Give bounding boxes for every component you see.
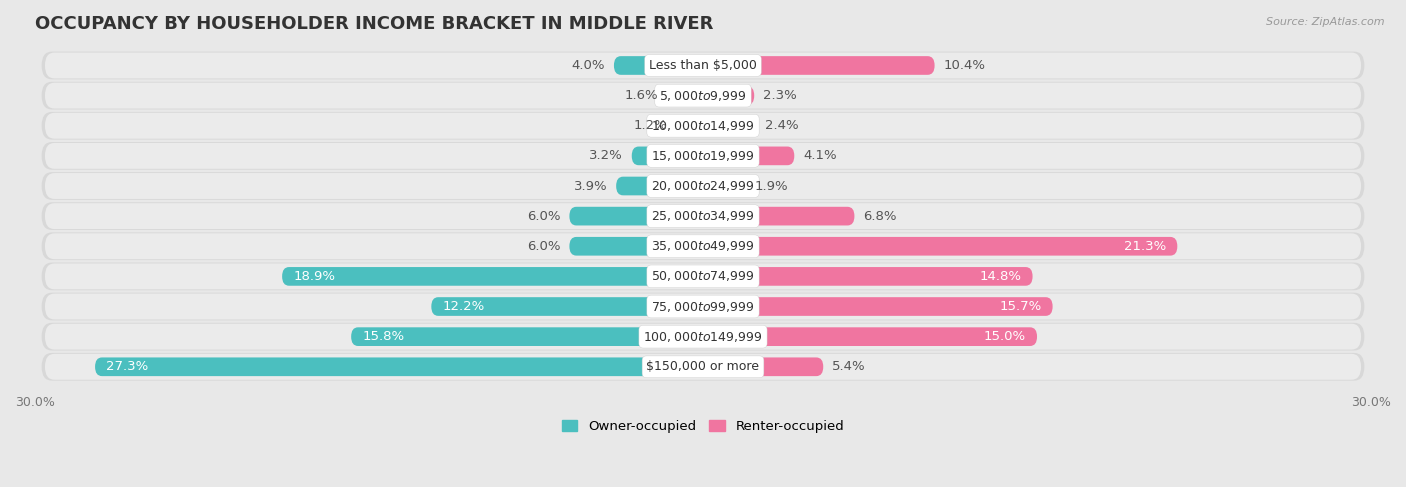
Text: 15.0%: 15.0% [984, 330, 1026, 343]
FancyBboxPatch shape [42, 262, 1364, 290]
Text: $35,000 to $49,999: $35,000 to $49,999 [651, 239, 755, 253]
Text: $100,000 to $149,999: $100,000 to $149,999 [644, 330, 762, 344]
FancyBboxPatch shape [283, 267, 703, 286]
FancyBboxPatch shape [352, 327, 703, 346]
FancyBboxPatch shape [703, 357, 824, 376]
FancyBboxPatch shape [703, 327, 1038, 346]
Legend: Owner-occupied, Renter-occupied: Owner-occupied, Renter-occupied [557, 414, 849, 438]
FancyBboxPatch shape [42, 52, 1364, 79]
Text: 10.4%: 10.4% [943, 59, 986, 72]
FancyBboxPatch shape [703, 86, 754, 105]
FancyBboxPatch shape [45, 173, 1361, 199]
FancyBboxPatch shape [614, 56, 703, 75]
Text: 27.3%: 27.3% [107, 360, 149, 373]
Text: 2.4%: 2.4% [765, 119, 799, 132]
Text: OCCUPANCY BY HOUSEHOLDER INCOME BRACKET IN MIDDLE RIVER: OCCUPANCY BY HOUSEHOLDER INCOME BRACKET … [35, 15, 713, 33]
Text: $10,000 to $14,999: $10,000 to $14,999 [651, 119, 755, 133]
Text: 6.8%: 6.8% [863, 209, 897, 223]
Text: $75,000 to $99,999: $75,000 to $99,999 [651, 300, 755, 314]
FancyBboxPatch shape [42, 323, 1364, 351]
Text: $25,000 to $34,999: $25,000 to $34,999 [651, 209, 755, 223]
FancyBboxPatch shape [45, 354, 1361, 380]
Text: $20,000 to $24,999: $20,000 to $24,999 [651, 179, 755, 193]
Text: 14.8%: 14.8% [980, 270, 1021, 283]
Text: 6.0%: 6.0% [527, 240, 561, 253]
Text: 6.0%: 6.0% [527, 209, 561, 223]
FancyBboxPatch shape [45, 324, 1361, 350]
FancyBboxPatch shape [703, 297, 1053, 316]
Text: 4.1%: 4.1% [803, 150, 837, 162]
Text: $150,000 or more: $150,000 or more [647, 360, 759, 373]
FancyBboxPatch shape [569, 237, 703, 256]
FancyBboxPatch shape [45, 143, 1361, 169]
FancyBboxPatch shape [42, 172, 1364, 200]
Text: $15,000 to $19,999: $15,000 to $19,999 [651, 149, 755, 163]
FancyBboxPatch shape [42, 142, 1364, 170]
FancyBboxPatch shape [42, 232, 1364, 260]
FancyBboxPatch shape [45, 294, 1361, 319]
FancyBboxPatch shape [42, 353, 1364, 381]
Text: $50,000 to $74,999: $50,000 to $74,999 [651, 269, 755, 283]
Text: 1.2%: 1.2% [634, 119, 668, 132]
FancyBboxPatch shape [703, 237, 1177, 256]
FancyBboxPatch shape [42, 82, 1364, 110]
FancyBboxPatch shape [676, 116, 703, 135]
Text: $5,000 to $9,999: $5,000 to $9,999 [659, 89, 747, 103]
Text: Less than $5,000: Less than $5,000 [650, 59, 756, 72]
Text: 4.0%: 4.0% [571, 59, 605, 72]
Text: 3.9%: 3.9% [574, 180, 607, 192]
Text: 12.2%: 12.2% [443, 300, 485, 313]
FancyBboxPatch shape [42, 112, 1364, 140]
Text: 15.7%: 15.7% [1000, 300, 1042, 313]
Text: 3.2%: 3.2% [589, 150, 623, 162]
Text: 15.8%: 15.8% [363, 330, 405, 343]
FancyBboxPatch shape [45, 233, 1361, 259]
FancyBboxPatch shape [45, 113, 1361, 139]
FancyBboxPatch shape [432, 297, 703, 316]
FancyBboxPatch shape [42, 293, 1364, 320]
Text: 5.4%: 5.4% [832, 360, 866, 373]
FancyBboxPatch shape [45, 53, 1361, 78]
FancyBboxPatch shape [668, 86, 703, 105]
FancyBboxPatch shape [703, 177, 745, 195]
FancyBboxPatch shape [96, 357, 703, 376]
FancyBboxPatch shape [45, 83, 1361, 109]
FancyBboxPatch shape [616, 177, 703, 195]
FancyBboxPatch shape [703, 267, 1032, 286]
FancyBboxPatch shape [42, 202, 1364, 230]
FancyBboxPatch shape [631, 147, 703, 165]
Text: 18.9%: 18.9% [294, 270, 335, 283]
FancyBboxPatch shape [703, 116, 756, 135]
Text: 1.6%: 1.6% [624, 89, 658, 102]
FancyBboxPatch shape [45, 263, 1361, 289]
FancyBboxPatch shape [703, 147, 794, 165]
Text: Source: ZipAtlas.com: Source: ZipAtlas.com [1267, 17, 1385, 27]
FancyBboxPatch shape [703, 207, 855, 225]
Text: 21.3%: 21.3% [1123, 240, 1166, 253]
Text: 1.9%: 1.9% [754, 180, 787, 192]
FancyBboxPatch shape [45, 203, 1361, 229]
Text: 2.3%: 2.3% [763, 89, 797, 102]
FancyBboxPatch shape [569, 207, 703, 225]
FancyBboxPatch shape [703, 56, 935, 75]
